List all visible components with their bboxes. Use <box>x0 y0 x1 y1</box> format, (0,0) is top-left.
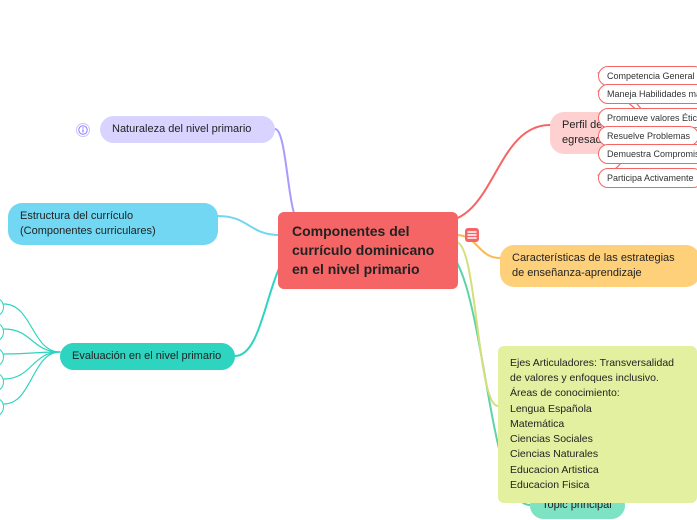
branch-estructura[interactable]: Estructura del currículo (Componentes cu… <box>8 203 218 245</box>
info-icon[interactable] <box>76 123 90 137</box>
perfil-leaf-1[interactable]: Maneja Habilidades matemática <box>598 84 697 104</box>
perfil-leaf-4[interactable]: Demuestra Compromiso Sostenibilidad. <box>598 144 697 164</box>
menu-icon[interactable] <box>465 228 479 242</box>
eval-leaf-0[interactable]: … <box>0 297 4 317</box>
branch-naturaleza[interactable]: Naturaleza del nivel primario <box>100 116 275 143</box>
eval-leaf-4[interactable]: … <box>0 397 4 417</box>
eval-leaf-2[interactable]: … <box>0 347 4 367</box>
note-ejes[interactable]: Ejes Articuladores: Transversalidad de v… <box>498 346 697 503</box>
eval-leaf-1[interactable]: … <box>0 322 4 342</box>
perfil-leaf-5[interactable]: Participa Activamente <box>598 168 697 188</box>
center-node[interactable]: Componentes del currículo dominicano en … <box>278 212 458 289</box>
eval-leaf-3[interactable]: … <box>0 372 4 392</box>
branch-caracter[interactable]: Características de las estrategias de en… <box>500 245 697 287</box>
branch-evaluacion[interactable]: Evaluación en el nivel primario <box>60 343 235 370</box>
